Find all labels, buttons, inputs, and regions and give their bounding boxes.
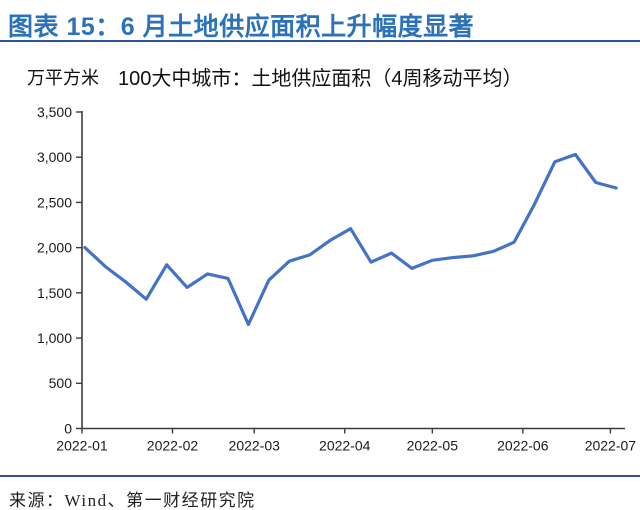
source-note: 来源：Wind、第一财经研究院 [9,491,256,510]
y-tick-label: 500 [49,375,73,391]
series-line [83,152,618,327]
x-tick-label: 2022-03 [229,438,281,454]
chart-title: 100大中城市：土地供应面积（4周移动平均） [118,68,523,90]
x-tick-label: 2022-05 [407,438,459,454]
y-tick-label: 2,000 [37,240,72,256]
y-axis-unit-label: 万平方米 [27,68,99,88]
x-axis: 2022-01 2022-02 2022-03 2022-04 2022-05 2022-… [56,427,637,454]
x-tick-label: 2022-01 [56,438,108,454]
y-axis: 0 500 1,000 1,500 2,000 2,500 3,000 3,500 [37,104,83,436]
y-tick-label: 3,000 [37,149,72,165]
y-tick-label: 3,500 [37,104,72,120]
x-tick-label: 2022-04 [319,438,371,454]
x-tick-label: 2022-06 [497,438,549,454]
y-tick-label: 2,500 [37,194,72,210]
top-divider [0,39,640,42]
x-tick-label: 2022-02 [147,438,199,454]
y-tick-label: 0 [64,420,72,436]
figure-title: 图表 15：6 月土地供应面积上升幅度显著 [8,13,475,41]
y-tick-label: 1,000 [37,330,72,346]
y-tick-label: 1,500 [37,285,72,301]
bottom-divider [0,474,640,477]
x-tick-label: 2022-07 [585,438,637,454]
